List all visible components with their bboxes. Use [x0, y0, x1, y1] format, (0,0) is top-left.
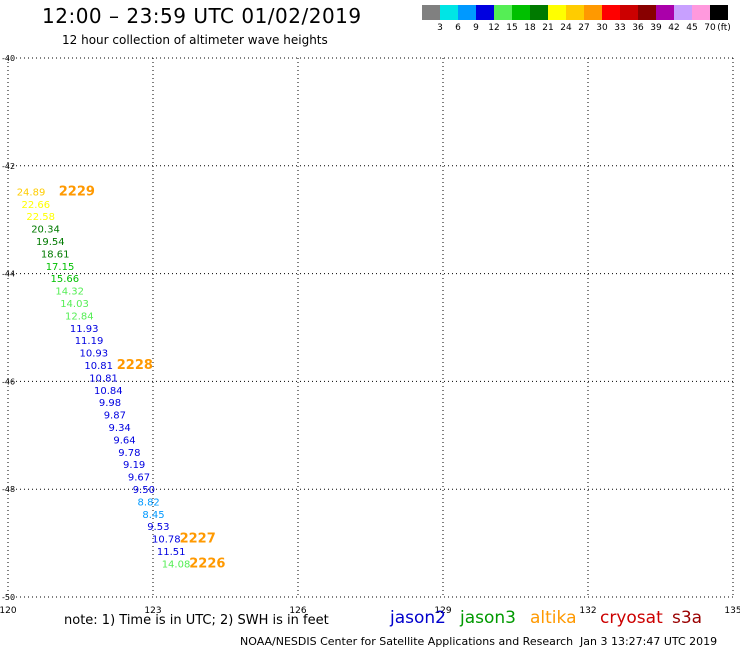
- scale-swatch: [494, 5, 512, 20]
- scale-label: 21: [542, 23, 554, 33]
- wave-height-point: 9.87: [104, 411, 126, 422]
- scale-swatch: [656, 5, 674, 20]
- footer-note: note: 1) Time is in UTC; 2) SWH is in fe…: [64, 613, 329, 628]
- wave-height-point: 9.64: [113, 435, 135, 446]
- scale-label: 70: [704, 23, 716, 33]
- scale-label: 24: [560, 23, 572, 33]
- wave-height-point: 19.54: [36, 237, 65, 248]
- scale-swatch: [476, 5, 494, 20]
- scale-label: 45: [686, 23, 698, 33]
- scale-swatch: [548, 5, 566, 20]
- y-tick-label: -40: [2, 54, 15, 63]
- wave-height-point: 15.66: [51, 274, 80, 285]
- scale-unit: (ft): [717, 23, 731, 33]
- y-tick-label: -44: [2, 270, 15, 279]
- scale-label: 18: [524, 23, 536, 33]
- wave-height-point: 10.78: [152, 535, 181, 546]
- scale-swatch: [422, 5, 440, 20]
- scale-label: 30: [596, 23, 608, 33]
- satellite-legend-item: altika: [530, 608, 577, 628]
- wave-height-point: 24.89: [17, 187, 46, 198]
- scale-swatch: [530, 5, 548, 20]
- scale-label: 27: [578, 23, 590, 33]
- wave-height-point: 22.66: [22, 200, 51, 211]
- wave-height-point: 10.81: [84, 361, 113, 372]
- y-tick-label: -46: [2, 377, 15, 386]
- wave-height-point: 11.93: [70, 324, 99, 335]
- satellite-legend-item: jason3: [460, 608, 516, 628]
- wave-height-point: 18.61: [41, 249, 70, 260]
- scale-swatch: [512, 5, 530, 20]
- credit-line: NOAA/NESDIS Center for Satellite Applica…: [240, 635, 574, 648]
- x-tick-label: 129: [434, 606, 451, 616]
- scale-swatch: [620, 5, 638, 20]
- wave-height-point: 12.84: [65, 311, 94, 322]
- y-tick-label: -48: [2, 485, 15, 494]
- wave-height-point: 8.45: [142, 510, 164, 521]
- pass-number-label: 2228: [117, 358, 153, 373]
- scale-label: 42: [668, 23, 680, 33]
- pass-number-label: 2227: [180, 532, 216, 547]
- pass-number-label: 2229: [59, 184, 95, 199]
- scale-label: 15: [506, 23, 518, 33]
- wave-height-point: 17.15: [46, 262, 75, 273]
- wave-height-point: 14.03: [60, 299, 89, 310]
- x-tick-label: 120: [0, 606, 17, 616]
- wave-height-point: 10.93: [80, 349, 109, 360]
- scale-swatch: [710, 5, 728, 20]
- scale-label: 3: [437, 23, 443, 33]
- scale-label: 33: [614, 23, 626, 33]
- x-tick-label: 123: [144, 606, 161, 616]
- scale-label: 9: [473, 23, 479, 33]
- scale-swatch: [638, 5, 656, 20]
- x-tick-label: 126: [289, 606, 306, 616]
- wave-height-point: 22.58: [26, 212, 55, 223]
- y-tick-label: -50: [2, 593, 15, 602]
- wave-height-point: 14.08: [162, 559, 191, 570]
- wave-height-point: 11.19: [75, 336, 104, 347]
- satellite-legend-item: jason2: [390, 608, 446, 628]
- x-tick-label: 135: [724, 606, 740, 616]
- wave-height-point: 9.50: [133, 485, 155, 496]
- wave-height-point: 9.78: [118, 448, 140, 459]
- wave-height-point: 9.34: [109, 423, 131, 434]
- scale-swatch: [584, 5, 602, 20]
- y-tick-label: -42: [2, 162, 15, 171]
- scale-label: 12: [488, 23, 500, 33]
- scale-swatch: [602, 5, 620, 20]
- wave-height-point: 9.19: [123, 460, 145, 471]
- wave-height-point: 9.67: [128, 473, 150, 484]
- scale-swatch: [440, 5, 458, 20]
- wave-height-point: 10.84: [94, 386, 123, 397]
- wave-height-point: 9.98: [99, 398, 121, 409]
- scale-label: 6: [455, 23, 461, 33]
- scale-label: 36: [632, 23, 644, 33]
- scale-label: 39: [650, 23, 662, 33]
- wave-height-point: 8.82: [138, 497, 160, 508]
- scale-swatch: [674, 5, 692, 20]
- wave-height-point: 9.53: [147, 522, 169, 533]
- scale-swatch: [458, 5, 476, 20]
- scale-swatch: [692, 5, 710, 20]
- satellite-legend-item: s3a: [672, 608, 703, 628]
- chart-title: 12:00 – 23:59 UTC 01/02/2019: [42, 4, 362, 28]
- wave-height-point: 14.32: [55, 287, 84, 298]
- satellite-legend-item: cryosat: [600, 608, 663, 628]
- pass-number-label: 2226: [189, 556, 225, 571]
- wave-height-point: 20.34: [31, 225, 60, 236]
- wave-height-point: 10.81: [89, 373, 118, 384]
- scale-swatch: [566, 5, 584, 20]
- generation-timestamp: Jan 3 13:27:47 UTC 2019: [580, 635, 718, 648]
- chart-subtitle: 12 hour collection of altimeter wave hei…: [62, 33, 328, 47]
- x-tick-label: 132: [579, 606, 596, 616]
- wave-height-point: 11.51: [157, 547, 186, 558]
